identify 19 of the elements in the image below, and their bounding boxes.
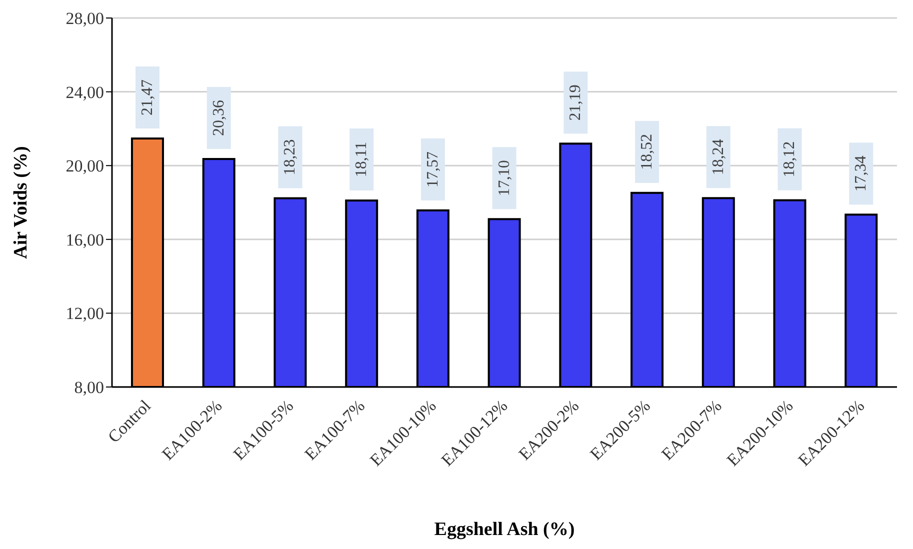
y-tick-label: 24,00 (66, 82, 104, 102)
data-label: 20,36 (210, 100, 228, 136)
y-axis-title: Air Voids (%) (10, 146, 32, 259)
data-label: 17,34 (852, 156, 870, 192)
data-label: 18,11 (353, 142, 370, 178)
data-label: 21,47 (138, 79, 156, 116)
y-tick-label: 20,00 (66, 156, 104, 176)
y-tick-label: 16,00 (66, 230, 104, 250)
x-axis-title: Eggshell Ash (%) (434, 519, 575, 540)
y-tick-label: 8,00 (74, 378, 104, 398)
data-label: 18,52 (638, 134, 656, 170)
data-label: 18,12 (781, 141, 798, 178)
y-tick-label: 28,00 (66, 9, 104, 28)
y-tick-label: 12,00 (66, 304, 104, 324)
data-label: 18,23 (282, 139, 299, 176)
data-label: 17,57 (424, 151, 442, 188)
data-label: 18,24 (710, 139, 727, 176)
data-label: 21,19 (567, 84, 584, 121)
data-label: 17,10 (496, 160, 513, 196)
